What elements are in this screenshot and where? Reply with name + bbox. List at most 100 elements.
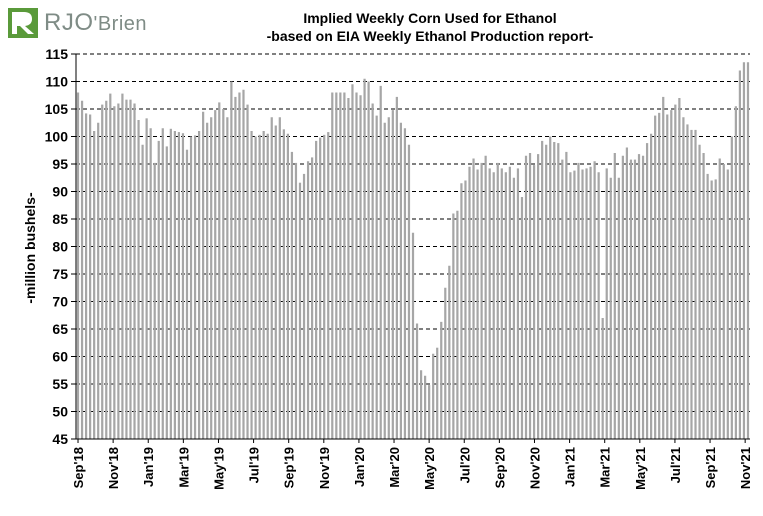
bar — [109, 93, 112, 439]
bar — [157, 140, 160, 439]
bar — [274, 125, 277, 439]
x-tick-label: Sep'20 — [492, 447, 507, 488]
bar — [165, 146, 168, 439]
y-tick-label: 75 — [52, 266, 68, 282]
bar — [452, 213, 455, 439]
bar — [561, 159, 564, 439]
bar — [553, 142, 556, 439]
x-tick-label: Jan'20 — [352, 447, 367, 487]
bar — [674, 104, 677, 439]
x-tick-label: Nov'20 — [527, 447, 542, 489]
bar — [391, 110, 394, 439]
x-tick-label: Jan'21 — [563, 447, 578, 487]
bar — [601, 318, 604, 439]
bar — [411, 232, 415, 439]
bar — [508, 166, 511, 439]
bar — [331, 92, 334, 439]
bar — [718, 158, 721, 439]
bar — [746, 62, 750, 439]
bar — [666, 114, 669, 439]
bar — [226, 117, 229, 439]
bar — [593, 161, 596, 439]
bar — [197, 131, 201, 439]
x-tick-label: Nov'19 — [317, 447, 332, 489]
chart-subtitle: -based on EIA Weekly Ethanol Production … — [266, 28, 594, 44]
bar — [472, 158, 475, 439]
bar — [670, 110, 673, 439]
y-tick-label: 115 — [45, 46, 68, 62]
bar — [698, 144, 701, 439]
x-tick-label: May'21 — [633, 447, 648, 490]
bar — [545, 144, 548, 439]
bar — [351, 84, 354, 439]
x-tick-label: Nov'21 — [738, 447, 753, 489]
bar — [246, 104, 249, 439]
bar — [702, 153, 705, 439]
y-tick-label: 95 — [52, 156, 68, 172]
logo-mark-icon — [8, 8, 38, 38]
bar — [238, 92, 241, 439]
bar — [347, 98, 350, 439]
bar — [117, 103, 120, 439]
bar — [355, 92, 358, 439]
y-tick-label: 105 — [45, 101, 69, 117]
rjobrien-logo: RJO'Brien — [8, 6, 158, 42]
bar — [121, 93, 124, 439]
bar — [658, 112, 661, 439]
bar — [149, 128, 152, 439]
bar — [129, 99, 132, 440]
bar — [258, 134, 261, 439]
y-tick-label: 80 — [52, 239, 68, 255]
bar — [730, 136, 733, 439]
bar — [93, 131, 96, 439]
bar — [218, 102, 221, 440]
bar — [387, 117, 390, 439]
bar-series — [76, 62, 750, 440]
y-tick-label: 60 — [52, 349, 68, 365]
bar — [686, 124, 689, 440]
bar — [484, 155, 487, 439]
y-tick-label: 90 — [52, 184, 68, 200]
bar — [298, 182, 302, 439]
bar — [528, 153, 532, 439]
bar — [202, 111, 205, 439]
x-tick-label: Sep'19 — [282, 447, 297, 488]
bar — [460, 183, 463, 439]
bar — [379, 85, 382, 440]
bar — [153, 162, 156, 439]
bar — [319, 137, 322, 439]
bar — [327, 132, 330, 439]
bar — [137, 120, 140, 439]
bar — [242, 89, 245, 439]
x-tick-label: May'19 — [211, 447, 226, 490]
bar — [722, 164, 725, 439]
bar — [359, 95, 362, 439]
bar — [173, 131, 176, 439]
bar — [97, 122, 100, 439]
x-axis-ticks: Sep'18 Nov'18 Jan'19 Mar'19 May'19 Jul'19 Sep'… — [71, 439, 753, 490]
y-tick-label: 100 — [45, 129, 69, 145]
bar — [278, 117, 281, 439]
bar — [89, 114, 92, 439]
y-tick-label: 85 — [52, 211, 68, 227]
bar — [254, 136, 257, 439]
bar — [726, 169, 729, 439]
bar — [339, 92, 342, 439]
bar — [516, 168, 520, 439]
bar — [500, 168, 503, 439]
bar — [637, 154, 641, 439]
bar — [101, 104, 104, 439]
bar — [125, 99, 128, 440]
bar — [266, 133, 269, 439]
x-tick-label: Mar'19 — [176, 447, 191, 488]
bar — [262, 131, 265, 439]
logo-text: RJO'Brien — [44, 9, 147, 37]
bar — [189, 136, 193, 439]
bar — [169, 128, 172, 440]
bar — [617, 177, 620, 439]
bar — [613, 153, 616, 439]
bar — [520, 197, 524, 439]
bar — [569, 172, 572, 439]
bar — [621, 155, 624, 439]
